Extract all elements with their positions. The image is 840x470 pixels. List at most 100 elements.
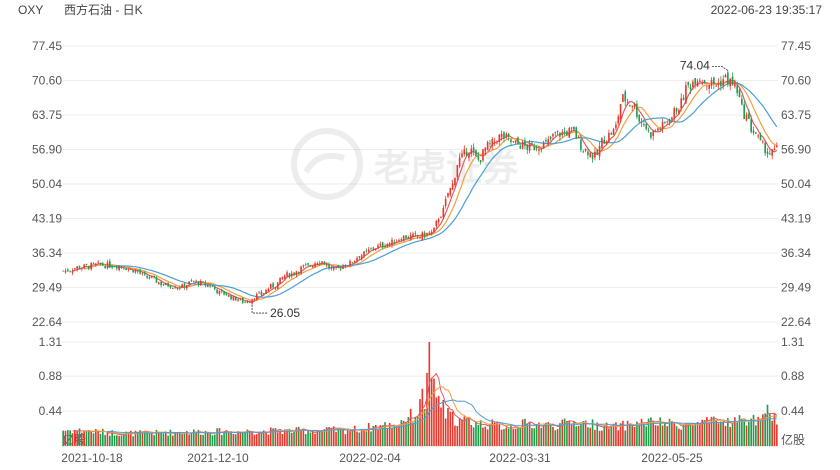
candle-body xyxy=(561,132,564,136)
volume-bar xyxy=(218,428,221,446)
volume-bar xyxy=(734,417,736,446)
moving-average-lines xyxy=(72,79,778,303)
volume-bar xyxy=(745,425,748,446)
volume-bar xyxy=(727,418,729,446)
candle-body xyxy=(398,240,400,242)
candle-body xyxy=(622,94,624,103)
candle-body xyxy=(330,267,333,269)
volume-bar xyxy=(771,420,773,446)
volume-bar xyxy=(162,433,165,446)
volume-bar xyxy=(370,431,372,446)
volume-bar xyxy=(430,377,433,446)
volume-bar xyxy=(472,427,475,446)
candle-body xyxy=(500,133,503,138)
candle-body xyxy=(624,91,627,102)
volume-bar xyxy=(589,427,592,446)
candle-body xyxy=(295,271,298,276)
volume-bar xyxy=(755,425,757,446)
candle-body xyxy=(617,116,620,124)
volume-bar xyxy=(239,431,242,446)
candle-body xyxy=(192,280,195,282)
volume-bar xyxy=(666,426,669,446)
volume-bar xyxy=(426,372,428,446)
candle-body xyxy=(484,147,487,152)
candle-body xyxy=(444,198,447,207)
volume-bar xyxy=(108,435,111,446)
candle-body xyxy=(734,82,736,87)
candle-body xyxy=(594,151,596,158)
candle-body xyxy=(181,284,183,288)
volume-bar xyxy=(118,435,120,446)
candle-body xyxy=(304,264,307,266)
volume-bar xyxy=(470,425,473,446)
volume-bar xyxy=(507,428,510,446)
volume-bar xyxy=(414,416,417,446)
x-tick-label: 2021-12-10 xyxy=(187,451,249,465)
candle-body xyxy=(311,265,314,268)
candle-body xyxy=(71,270,74,273)
candle-body xyxy=(160,281,162,286)
volume-bar xyxy=(83,431,85,446)
candle-body xyxy=(715,85,718,87)
volume-bar xyxy=(129,430,132,446)
candle-body xyxy=(122,268,125,270)
volume-bar xyxy=(526,424,529,446)
volume-bar xyxy=(281,433,284,446)
volume-bar xyxy=(535,423,538,446)
candle-body xyxy=(164,282,167,285)
x-axis: 2021-10-18 2021-12-10 2022-02-04 2022-03-31… xyxy=(61,451,703,465)
volume-bar xyxy=(99,433,102,446)
volume-bar xyxy=(601,430,603,446)
volume-bar xyxy=(272,428,274,446)
candle-body xyxy=(577,136,580,139)
volume-bar xyxy=(514,429,517,446)
candle-body xyxy=(563,131,566,133)
candle-body xyxy=(346,265,349,267)
volume-tick-label: 0.88 xyxy=(781,369,805,383)
candle-body xyxy=(491,139,494,147)
volume-bar xyxy=(288,428,291,446)
volume-bar xyxy=(519,427,522,446)
volume-bar xyxy=(136,432,139,446)
volume-bar xyxy=(773,413,776,446)
candle-body xyxy=(279,277,281,284)
volume-bar xyxy=(575,426,578,446)
price-tick-label: 50.04 xyxy=(781,177,811,191)
candle-body xyxy=(498,134,501,142)
volume-bar xyxy=(178,432,181,446)
volume-bar xyxy=(682,424,685,446)
volume-bar xyxy=(729,426,732,446)
candle-body xyxy=(542,142,545,148)
candle-body xyxy=(493,141,496,143)
candle-body xyxy=(729,78,732,87)
candle-body xyxy=(237,299,239,301)
volume-bar xyxy=(330,428,333,446)
high-price-label: 74.04 xyxy=(680,58,710,72)
candle-body xyxy=(393,241,396,245)
candle-body xyxy=(668,119,671,123)
volume-bar xyxy=(206,431,209,446)
price-axis-right: 77.45 70.60 63.75 56.90 50.04 43.19 36.34 29.49… xyxy=(781,39,811,329)
candle-body xyxy=(328,263,330,269)
volume-bar xyxy=(636,421,638,446)
candle-body xyxy=(671,117,673,120)
candle-body xyxy=(176,287,179,289)
volume-bar xyxy=(402,420,405,446)
volume-bar xyxy=(365,431,368,446)
candle-body xyxy=(580,139,582,151)
candle-body xyxy=(652,130,655,136)
volume-bar xyxy=(81,432,83,446)
watermark-logo xyxy=(291,128,363,200)
volume-bar xyxy=(486,429,489,446)
candle-body xyxy=(120,266,123,268)
candle-body xyxy=(619,104,622,120)
volume-bar xyxy=(654,425,657,446)
volume-bar xyxy=(442,399,445,446)
candle-body xyxy=(216,289,218,294)
volume-bar xyxy=(213,434,216,446)
volume-bar xyxy=(405,421,407,446)
volume-bar xyxy=(647,418,650,446)
volume-bar xyxy=(78,428,81,446)
candle-body xyxy=(388,243,391,245)
